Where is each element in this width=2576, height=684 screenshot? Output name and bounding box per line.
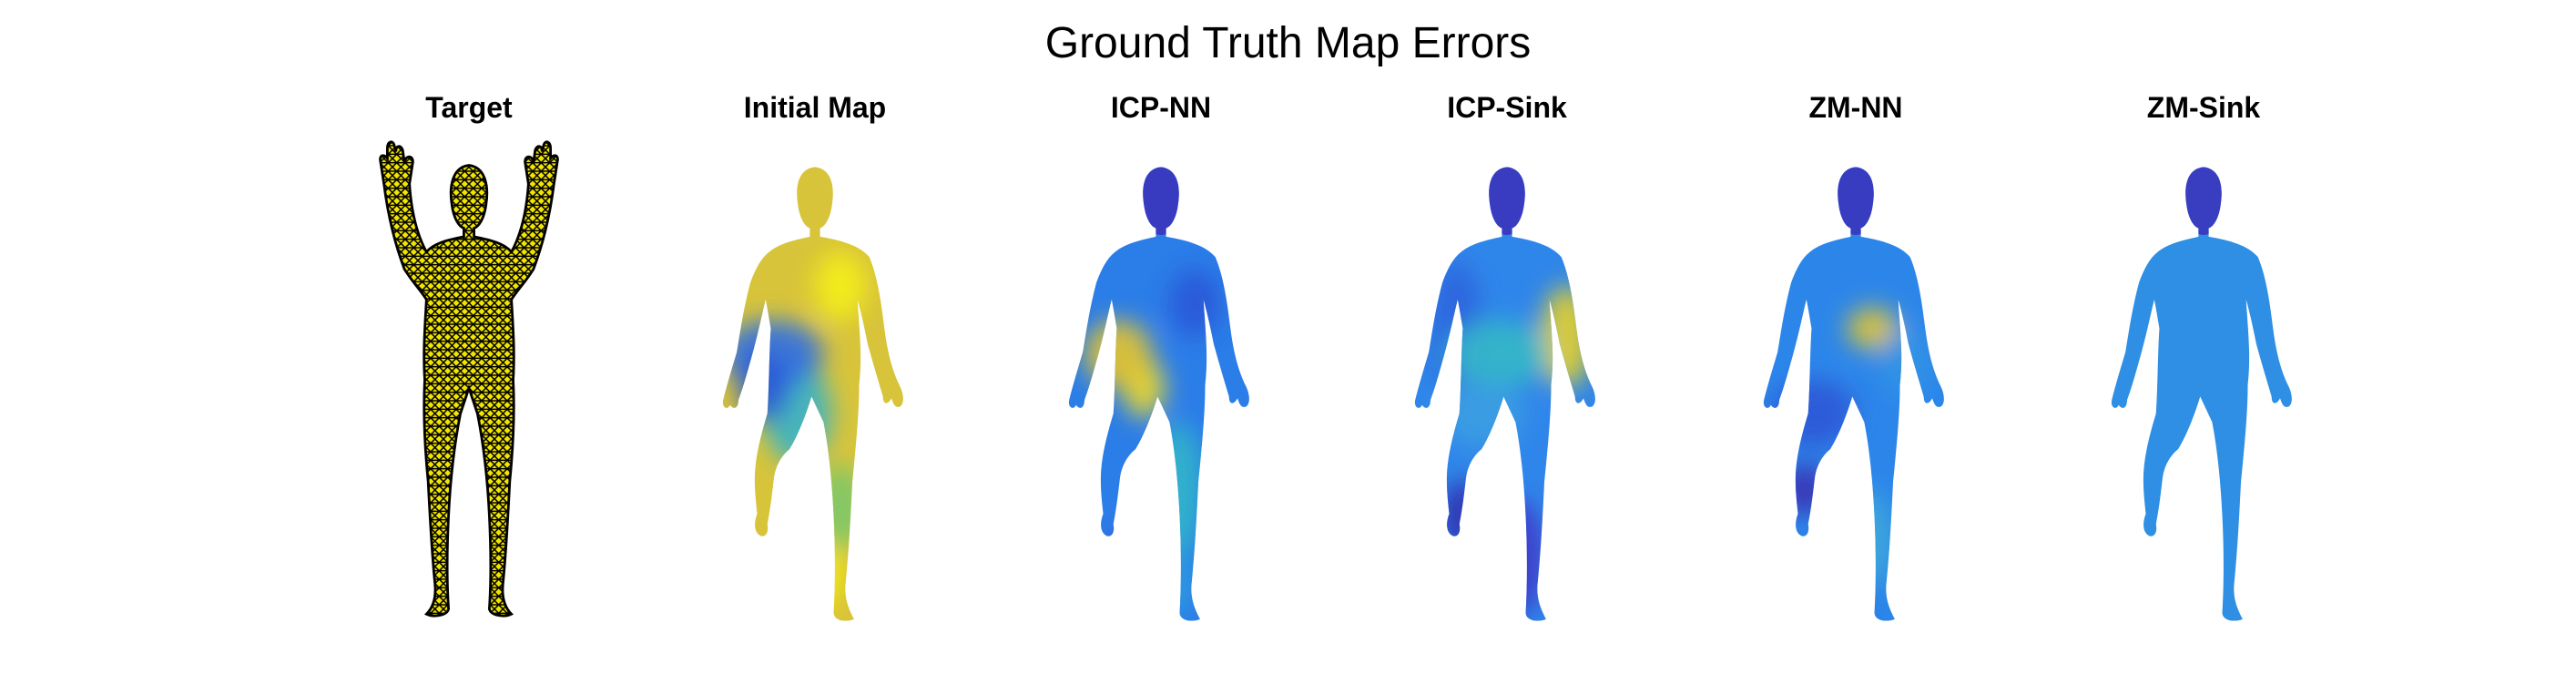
- wireframe-body: [379, 140, 559, 618]
- error-patch: [1847, 307, 1899, 350]
- error-patch: [1881, 328, 1932, 397]
- error-patch: [1485, 498, 1545, 618]
- head-region: [2181, 167, 2226, 235]
- error-patch: [1447, 320, 1550, 388]
- body-mesh-initial-map: [722, 167, 903, 621]
- error-patch: [1779, 465, 1830, 516]
- error-patch: [1796, 557, 1865, 621]
- panel-label-zm-nn: ZM-NN: [1808, 91, 1903, 124]
- panel-icp-nn: ICP-NN: [1006, 91, 1316, 638]
- error-patch: [1144, 549, 1196, 618]
- head-region: [1484, 167, 1530, 235]
- panel-zm-nn: ZM-NN: [1701, 91, 2011, 638]
- error-patch: [1169, 269, 1221, 337]
- error-patch: [1084, 320, 1153, 388]
- head-region: [1138, 167, 1184, 235]
- panel-icp-sink: ICP-Sink: [1352, 91, 1662, 638]
- panel-target: Target: [314, 91, 624, 638]
- error-patch: [1101, 532, 1170, 618]
- panel-initial-map: Initial Map: [660, 91, 970, 638]
- body-mesh-target: [379, 140, 559, 618]
- body-mesh-zm-nn: [1763, 167, 1944, 621]
- panel-label-icp-nn: ICP-NN: [1110, 91, 1212, 124]
- head-region: [1833, 167, 1879, 235]
- panel-label-icp-sink: ICP-Sink: [1447, 91, 1567, 124]
- error-patch: [1439, 379, 1524, 448]
- error-patch: [1834, 490, 1894, 592]
- error-patch: [789, 541, 840, 609]
- panel-label-target: Target: [425, 91, 513, 124]
- body-mesh-zm-sink: [2111, 167, 2292, 621]
- error-patch: [1152, 422, 1204, 558]
- error-patch: [1541, 286, 1593, 388]
- panel-label-zm-sink: ZM-Sink: [2146, 91, 2261, 124]
- panel-label-initial-map: Initial Map: [743, 91, 887, 124]
- panel-zm-sink: ZM-Sink: [2049, 91, 2358, 638]
- error-patch: [1439, 481, 1491, 550]
- error-patch: [738, 353, 789, 423]
- body-mesh-icp-sink: [1414, 167, 1595, 621]
- body-mesh-icp-nn: [1068, 167, 1249, 621]
- error-patch: [1770, 379, 1856, 448]
- error-patch: [815, 251, 866, 321]
- figure-title: Ground Truth Map Errors: [1044, 19, 1532, 67]
- error-patch: [815, 465, 866, 550]
